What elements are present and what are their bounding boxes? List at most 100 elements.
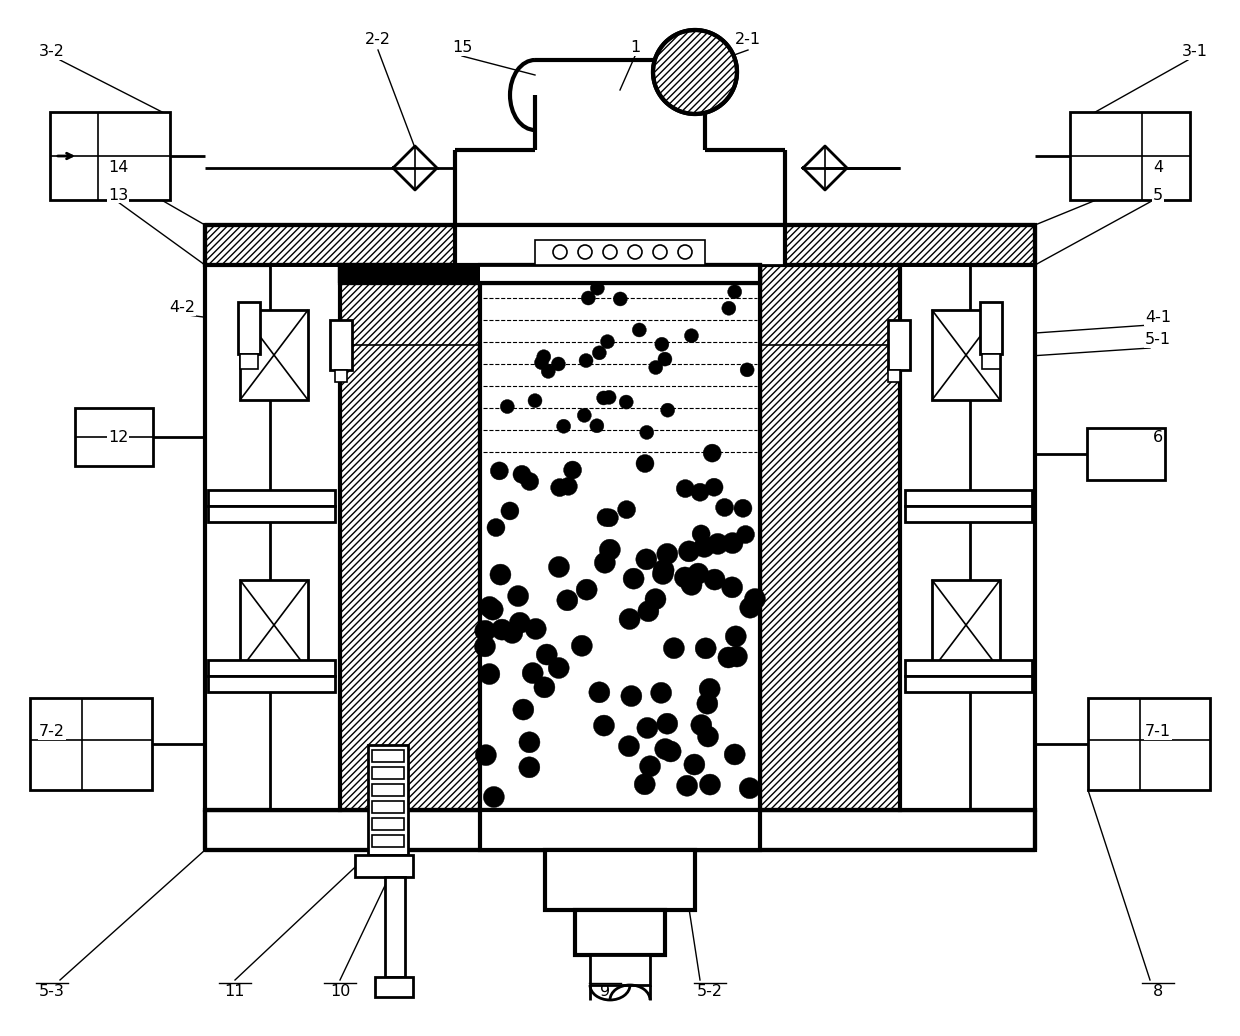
Text: 7-1: 7-1 xyxy=(1145,724,1171,740)
Circle shape xyxy=(536,644,557,665)
Circle shape xyxy=(684,328,698,343)
Circle shape xyxy=(697,693,718,714)
Circle shape xyxy=(557,589,578,611)
Circle shape xyxy=(734,499,751,517)
Circle shape xyxy=(652,564,673,584)
Circle shape xyxy=(600,509,619,527)
Circle shape xyxy=(653,559,675,580)
Circle shape xyxy=(559,478,578,495)
Circle shape xyxy=(722,533,743,553)
Circle shape xyxy=(502,623,523,643)
Bar xyxy=(905,677,1032,692)
Circle shape xyxy=(553,244,567,259)
Bar xyxy=(905,660,1032,677)
Circle shape xyxy=(596,509,615,526)
Circle shape xyxy=(696,638,717,659)
Circle shape xyxy=(526,618,547,639)
Circle shape xyxy=(490,565,511,585)
Circle shape xyxy=(655,739,676,759)
Circle shape xyxy=(528,394,542,407)
Bar xyxy=(335,370,347,382)
Circle shape xyxy=(744,588,765,609)
Text: 5: 5 xyxy=(1153,188,1163,202)
Bar xyxy=(980,303,1002,354)
Text: 3-1: 3-1 xyxy=(1182,45,1208,59)
Bar xyxy=(590,955,650,985)
Circle shape xyxy=(590,419,604,433)
Bar xyxy=(384,877,405,977)
Bar xyxy=(355,855,413,877)
Circle shape xyxy=(564,461,582,479)
Circle shape xyxy=(582,291,595,305)
Circle shape xyxy=(603,244,618,259)
Circle shape xyxy=(699,774,720,795)
Circle shape xyxy=(737,525,755,544)
Text: 10: 10 xyxy=(330,984,350,1000)
Text: 5-2: 5-2 xyxy=(697,984,723,1000)
Bar xyxy=(374,977,413,997)
Text: 4-1: 4-1 xyxy=(1145,311,1171,325)
Circle shape xyxy=(520,731,539,753)
Circle shape xyxy=(699,679,720,699)
Circle shape xyxy=(596,391,610,405)
Text: 2-2: 2-2 xyxy=(365,32,391,48)
Circle shape xyxy=(534,355,548,370)
Bar xyxy=(372,801,404,813)
Text: 6: 6 xyxy=(1153,431,1163,445)
Circle shape xyxy=(487,519,505,537)
Circle shape xyxy=(660,741,681,761)
Bar xyxy=(888,320,910,370)
Bar xyxy=(905,506,1032,522)
Circle shape xyxy=(618,500,636,519)
Bar xyxy=(1087,428,1166,480)
Bar xyxy=(372,818,404,830)
Bar xyxy=(368,745,408,855)
Circle shape xyxy=(663,638,684,659)
Circle shape xyxy=(657,713,678,735)
Bar xyxy=(238,303,260,354)
Bar xyxy=(241,310,308,400)
Text: 15: 15 xyxy=(451,40,472,56)
Circle shape xyxy=(551,479,569,496)
Bar xyxy=(205,225,1035,265)
Circle shape xyxy=(649,361,662,374)
Bar xyxy=(340,265,480,810)
Circle shape xyxy=(718,648,739,668)
Text: 5-3: 5-3 xyxy=(40,984,64,1000)
Bar xyxy=(50,112,170,200)
Circle shape xyxy=(676,480,694,497)
Text: 14: 14 xyxy=(108,161,128,175)
Circle shape xyxy=(522,663,543,684)
Circle shape xyxy=(740,363,754,377)
Circle shape xyxy=(706,479,723,496)
Bar xyxy=(340,265,760,283)
Bar xyxy=(546,850,694,910)
Circle shape xyxy=(552,357,565,371)
Circle shape xyxy=(640,426,653,439)
Bar xyxy=(900,265,970,810)
Bar xyxy=(1087,698,1210,790)
Circle shape xyxy=(614,292,627,306)
Circle shape xyxy=(475,636,496,657)
Bar xyxy=(932,310,999,400)
Text: 9: 9 xyxy=(600,984,610,1000)
Bar xyxy=(760,265,900,810)
Circle shape xyxy=(703,444,722,462)
Text: 3-2: 3-2 xyxy=(40,45,64,59)
Circle shape xyxy=(722,577,743,598)
Circle shape xyxy=(661,403,675,418)
Circle shape xyxy=(722,301,735,315)
Circle shape xyxy=(548,556,569,577)
Circle shape xyxy=(624,568,644,589)
Bar xyxy=(372,835,404,847)
Circle shape xyxy=(475,621,496,641)
Circle shape xyxy=(655,338,668,351)
Circle shape xyxy=(681,574,702,596)
Circle shape xyxy=(619,736,640,756)
Text: 13: 13 xyxy=(108,188,128,202)
Circle shape xyxy=(707,534,728,554)
Circle shape xyxy=(634,774,655,795)
Circle shape xyxy=(675,567,696,588)
Circle shape xyxy=(678,244,692,259)
Bar xyxy=(372,750,404,762)
